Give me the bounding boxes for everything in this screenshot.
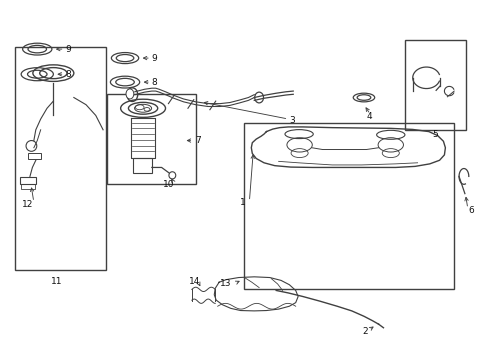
Bar (27, 153, 41, 159)
Text: 8: 8 (152, 78, 157, 87)
Text: 2: 2 (362, 327, 367, 336)
Text: 8: 8 (65, 70, 71, 79)
Text: 3: 3 (289, 116, 294, 125)
Ellipse shape (134, 104, 151, 112)
Text: 9: 9 (65, 45, 71, 54)
Bar (21, 184, 35, 189)
Bar (133, 158, 152, 173)
Bar (244, 123, 453, 289)
Text: 1: 1 (240, 198, 245, 207)
Text: 6: 6 (468, 206, 473, 215)
Text: 9: 9 (152, 54, 157, 63)
Text: 7: 7 (194, 136, 200, 145)
Ellipse shape (26, 140, 37, 151)
Text: 4: 4 (366, 112, 371, 121)
Text: 11: 11 (51, 276, 62, 285)
Bar (107, 94, 195, 184)
Text: 10: 10 (163, 180, 174, 189)
Text: 5: 5 (432, 130, 438, 139)
Bar (405, 40, 466, 130)
Text: 14: 14 (188, 276, 200, 285)
Text: 13: 13 (220, 279, 231, 288)
Bar (20, 177, 36, 184)
Ellipse shape (126, 89, 134, 99)
Text: 12: 12 (22, 200, 33, 209)
Bar (15, 47, 105, 270)
